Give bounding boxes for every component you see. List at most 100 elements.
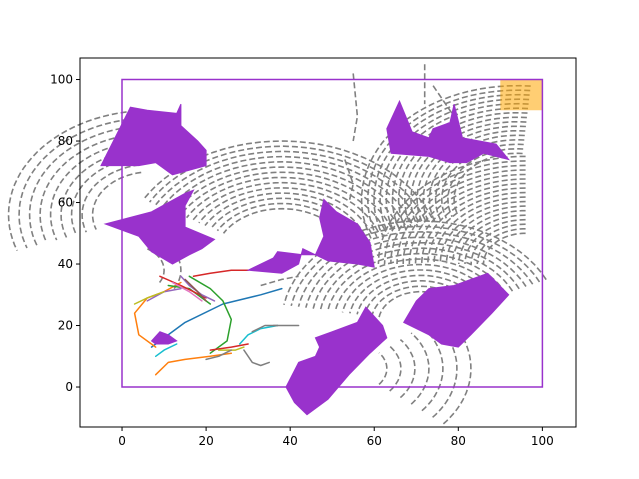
- explored-arc: [410, 332, 430, 405]
- explored-arc: [297, 231, 534, 307]
- x-tick-label: 80: [451, 434, 466, 448]
- x-tick-label: 0: [118, 434, 126, 448]
- explored-arc: [185, 176, 386, 231]
- obstacle-polygon: [150, 331, 178, 345]
- series-line: [188, 275, 233, 354]
- series-line: [217, 346, 245, 351]
- series-line: [150, 287, 283, 348]
- y-tick-label: 0: [65, 380, 73, 394]
- explored-arc: [18, 118, 129, 249]
- series-line: [171, 281, 203, 302]
- obstacle-polygon: [386, 99, 511, 164]
- explored-arc: [319, 247, 514, 310]
- explored-arc: [470, 223, 526, 264]
- explored-arc: [440, 143, 524, 219]
- explored-arc: [198, 187, 373, 235]
- obstacle-polygon: [103, 189, 216, 265]
- explored-arc: [147, 248, 165, 283]
- explored-arc: [378, 352, 388, 385]
- series-line: [133, 281, 182, 348]
- explored-arc: [476, 228, 526, 265]
- trajectory-series: [133, 269, 300, 376]
- series-line: [184, 278, 207, 302]
- explored-arc: [179, 171, 393, 229]
- explored-arc: [482, 232, 526, 265]
- obstacle-polygon: [402, 272, 510, 348]
- explored-arc: [7, 111, 127, 251]
- explored-arc: [167, 160, 406, 226]
- explored-arc: [427, 191, 526, 265]
- explored-segment: [260, 275, 299, 287]
- explored-arc: [451, 209, 526, 265]
- explored-arc: [442, 312, 472, 425]
- x-tick-label: 60: [367, 434, 382, 448]
- explored-arc: [433, 196, 526, 265]
- workspace-boundary: [121, 78, 544, 388]
- explored-arc: [290, 225, 541, 307]
- explored-arc: [155, 150, 420, 222]
- explored-arc: [383, 160, 526, 265]
- series-line: [209, 343, 249, 351]
- explored-arc: [402, 173, 526, 265]
- series-line: [243, 349, 270, 367]
- explored-arc: [39, 133, 133, 244]
- explored-arc: [408, 178, 526, 265]
- explored-arc: [366, 89, 531, 238]
- x-tick-label: 20: [198, 434, 213, 448]
- goal-region: [500, 79, 543, 111]
- goal-square: [500, 79, 543, 111]
- explored-arc: [414, 182, 526, 265]
- explored-arc: [334, 258, 500, 312]
- explored-arc: [390, 164, 526, 265]
- explored-segment: [344, 159, 355, 203]
- explored-arc: [192, 181, 380, 233]
- y-axis: 0 20 40 60 80 100: [50, 73, 80, 394]
- obstacle-polygon: [100, 103, 207, 176]
- x-tick-label: 100: [531, 434, 554, 448]
- explored-arc: [327, 252, 507, 311]
- explored-arc: [389, 345, 402, 392]
- x-tick-label: 40: [283, 434, 298, 448]
- series-line: [192, 269, 249, 278]
- explored-arc: [399, 339, 416, 399]
- explored-arc: [305, 236, 527, 308]
- series-line: [205, 349, 233, 361]
- explored-arc: [420, 187, 526, 265]
- explored-arc: [173, 166, 400, 228]
- explored-arc: [371, 285, 466, 317]
- series-line: [154, 343, 178, 358]
- explored-arc: [445, 205, 526, 265]
- y-tick-label: 100: [50, 73, 73, 87]
- series-line: [154, 352, 233, 376]
- series-line: [238, 324, 279, 345]
- series-line: [146, 287, 182, 302]
- y-tick-label: 60: [58, 196, 73, 210]
- series-line: [133, 290, 165, 305]
- explored-arc: [81, 164, 140, 233]
- y-tick-label: 40: [58, 257, 73, 271]
- boundary-rect: [121, 78, 544, 388]
- explored-arc: [403, 116, 527, 228]
- explored-arc: [210, 197, 360, 238]
- explored-segment: [352, 73, 359, 142]
- explored-arc: [283, 220, 547, 306]
- obstacles: [100, 99, 511, 416]
- explored-arc: [49, 141, 135, 241]
- explored-arc: [349, 269, 487, 314]
- obstacle-polygon: [285, 306, 388, 416]
- axes-frame: [79, 57, 577, 428]
- explored-arc: [421, 325, 444, 412]
- obstacle-polygon: [246, 198, 375, 274]
- explored-arc: [439, 200, 526, 265]
- explored-arc: [464, 218, 526, 265]
- explored-arc: [204, 192, 366, 237]
- explored-arc: [312, 242, 520, 309]
- explored-arc: [60, 148, 136, 238]
- explored-paths: [7, 64, 547, 425]
- x-axis: 0 20 40 60 80 100: [118, 427, 554, 448]
- y-tick-label: 80: [58, 134, 73, 148]
- explored-arc: [148, 145, 426, 221]
- y-tick-label: 20: [58, 319, 73, 333]
- explored-arc: [91, 171, 142, 230]
